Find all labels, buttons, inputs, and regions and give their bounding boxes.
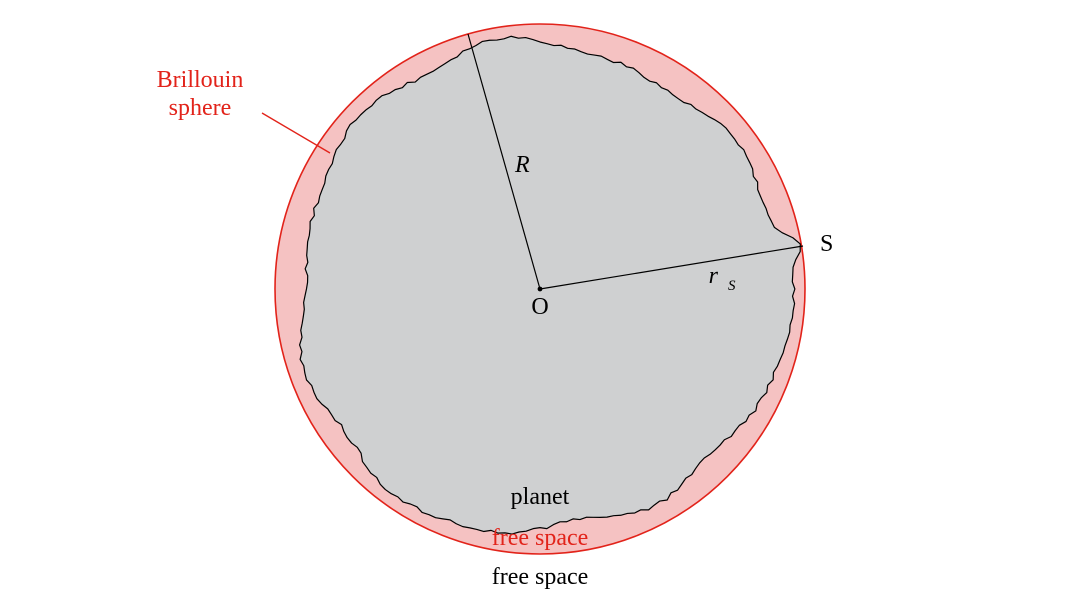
brillouin-label-line1: Brillouin [157, 67, 244, 93]
label-S: S [820, 231, 833, 257]
label-free-space-inner: free space [492, 525, 589, 551]
label-free-space-outer: free space [492, 564, 589, 590]
center-point [538, 287, 543, 292]
brillouin-leader-line [262, 113, 330, 153]
label-r: r [709, 263, 719, 289]
brillouin-label-line2: sphere [169, 95, 232, 121]
label-r-sub: S [728, 278, 736, 294]
label-planet: planet [511, 484, 570, 510]
label-R: R [514, 152, 530, 178]
label-O: O [531, 294, 548, 320]
